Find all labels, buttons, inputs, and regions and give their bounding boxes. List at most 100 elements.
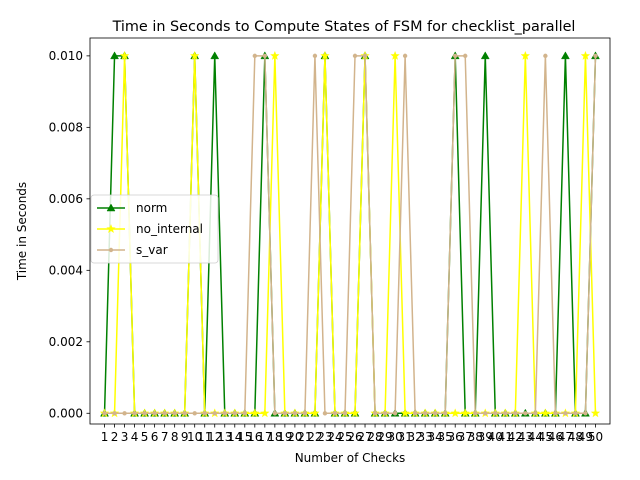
x-tick-label: 45 [538,430,553,444]
data-point [412,411,418,416]
x-tick-label: 33 [418,430,433,444]
data-point [463,53,468,59]
data-point [202,411,207,416]
x-tick-label: 23 [317,430,332,444]
data-point [162,411,167,416]
data-point [453,53,458,59]
y-axis-title: Time in Seconds [15,182,29,281]
legend-item: norm [97,201,167,215]
x-tick-label: 1 [101,430,109,444]
data-point [272,411,278,416]
data-point [212,411,217,416]
data-point [260,408,270,418]
legend-marker [106,224,116,233]
data-point [152,411,157,416]
x-tick-label: 24 [327,430,342,444]
x-tick-label: 26 [347,430,362,444]
data-point [460,408,470,418]
data-point [320,50,330,60]
data-point [450,408,460,418]
data-point [132,411,137,416]
x-tick-label: 2 [111,430,119,444]
plot-area [99,50,601,418]
x-tick-label: 49 [578,430,593,444]
data-point [483,411,488,416]
x-tick-label: 31 [397,430,412,444]
data-point [400,408,410,418]
y-tick-label: 0.008 [49,120,83,134]
data-point [110,51,119,60]
data-point [310,408,320,418]
data-point [172,411,177,416]
legend-item: s_var [97,243,168,257]
x-tick-label: 17 [257,430,272,444]
x-tick-label: 35 [438,430,453,444]
data-point [182,411,187,416]
x-tick-label: 22 [307,430,322,444]
data-point [302,411,308,416]
data-point [372,411,378,416]
x-tick-label: 19 [277,430,292,444]
data-point [222,411,227,416]
data-point [422,411,428,416]
data-point [493,411,498,416]
data-point [392,411,398,416]
legend-label: no_internal [136,222,203,236]
x-tick-label: 4 [131,430,139,444]
series-s_var [102,53,598,416]
data-point [473,411,478,416]
data-point [342,411,348,416]
data-point [362,53,368,59]
x-tick-label: 25 [337,430,352,444]
x-tick-label: 16 [247,430,262,444]
legend-marker [108,247,114,253]
x-tick-label: 9 [181,430,189,444]
x-tick-label: 46 [548,430,563,444]
data-point [270,50,280,60]
x-tick-label: 39 [478,430,493,444]
legend-marker [106,203,116,212]
data-point [523,411,528,416]
x-tick-label: 15 [237,430,252,444]
y-tick-label: 0.002 [49,335,83,349]
x-tick-label: 7 [161,430,169,444]
x-axis-title: Number of Checks [295,451,406,465]
data-point [210,51,220,60]
x-tick-label: 3 [121,430,129,444]
data-point [590,408,601,418]
legend-label: s_var [136,243,168,257]
x-tick-label: 32 [407,430,422,444]
data-point [102,411,107,416]
data-point [332,411,338,416]
legend-item: no_internal [97,222,203,236]
data-point [190,50,200,60]
x-tick-label: 6 [151,430,159,444]
x-tick-label: 43 [518,430,533,444]
y-tick-label: 0.010 [49,49,83,63]
x-tick-label: 13 [217,430,232,444]
data-point [122,411,127,416]
data-point [543,53,548,59]
data-point [262,53,268,59]
data-point [112,411,117,416]
data-point [402,53,408,59]
x-tick-label: 10 [187,430,202,444]
data-point [513,411,518,416]
data-point [252,53,258,59]
x-tick-label: 37 [458,430,473,444]
data-point [503,411,508,416]
data-point [322,411,328,416]
chart-title: Time in Seconds to Compute States of FSM… [112,19,576,35]
data-point [250,408,260,418]
y-tick-label: 0.004 [49,263,83,277]
data-point [573,411,578,416]
x-axis: 1 2 3 4 5 6 7 8 91011121314151617181920212223242… [101,424,603,444]
data-point [390,50,400,60]
data-point [563,411,568,416]
y-tick-label: 0.006 [49,192,83,206]
x-tick-label: 18 [267,430,282,444]
data-point [312,53,318,59]
x-tick-label: 48 [568,430,583,444]
y-tick-label: 0.000 [49,406,83,420]
y-axis: 0.000 0.002 0.004 0.006 0.008 0.010 [49,49,90,420]
